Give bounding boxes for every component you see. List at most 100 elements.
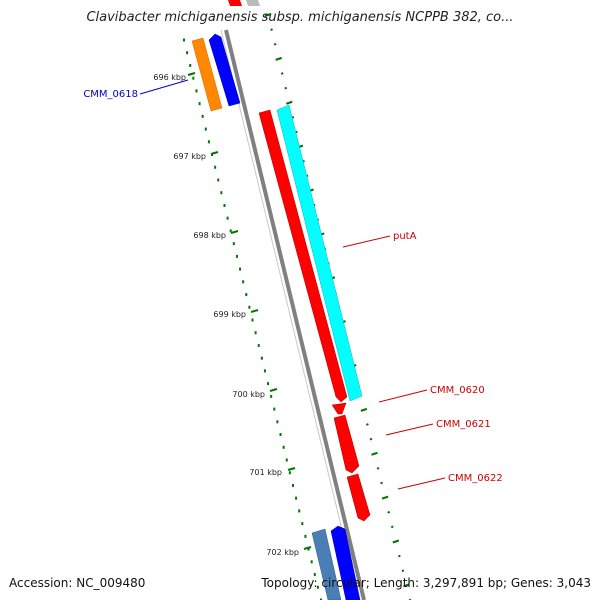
tick-mark [303,546,312,550]
inner-track-dot [195,89,198,93]
gene-partial-top-red [228,0,242,6]
tick-mark [269,388,278,392]
inner-track-dot [248,305,251,309]
inner-track-dot [226,216,229,220]
gene-orange [191,37,223,112]
outer-track-dash [401,569,405,573]
tick-label-699: 699 kbp [213,310,246,319]
label-cmm0618[interactable]: CMM_0618 [83,89,138,100]
inner-track-dot [220,191,223,195]
tick-label-697: 697 kbp [173,152,206,161]
tick-mark [210,151,219,155]
tick-mark [230,230,239,234]
leader-putA [342,235,391,248]
outer-track-dash [275,56,282,61]
gene-blue-cmm0618 [208,33,241,107]
inner-track-dot [242,280,245,284]
outer-track-dash [285,100,293,105]
inner-track-dot [267,382,270,386]
inner-track-dot [201,114,204,118]
inner-track-dot [207,140,210,144]
outer-track-dash [264,13,272,17]
inner-track-dot [295,496,298,500]
inner-track-dot [316,585,319,589]
inner-track-dot [251,318,254,322]
outer-track-dash [381,495,389,500]
outer-track-dash [360,407,368,412]
tick-label-700: 700 kbp [232,390,265,399]
gene-cmm0621 [333,414,360,474]
outer-track-dash [280,72,284,75]
inner-track-dot [223,203,226,207]
outer-track-dash [376,466,380,470]
inner-track-dot [186,51,189,55]
label-cmm0620[interactable]: CMM_0620 [430,385,485,396]
inner-track-dot [214,165,217,169]
leader-cmm0621 [385,423,434,436]
inner-track-dot [260,356,263,360]
inner-track-dot [183,38,185,42]
inner-track-dot [298,509,301,513]
inner-track-dot [239,267,242,271]
inner-track-dot [273,407,276,411]
summary-text: Topology: circular; Length: 3,297,891 bp… [261,576,591,590]
inner-track-dot [320,598,322,600]
inner-track-dot [217,178,220,182]
inner-track-dot [301,522,304,526]
outer-track-dash [387,510,391,514]
genome-backbone [224,29,366,600]
outer-track-dash [284,86,288,90]
inner-track-dot [254,331,257,335]
leader-cmm0618 [139,79,189,95]
inner-track-dot [310,560,313,564]
tick-mark [187,72,196,76]
inner-track-dot [288,471,291,475]
inner-dotted-track [183,38,322,600]
inner-track-dot [204,127,207,131]
outer-track-dash [369,437,373,441]
outer-track-dash [397,554,401,558]
inner-track-dot [257,343,260,347]
inner-track-dot [229,229,232,233]
tick-mark [287,467,296,471]
gene-cyan [276,104,363,402]
inner-track-dot [307,547,310,551]
tick-label-702: 702 kbp [266,548,299,557]
tick-label-696: 696 kbp [153,73,186,82]
inner-track-dot [282,445,285,449]
inner-track-dot [235,254,238,258]
scale-ticks: 696 kbp 697 kbp 698 kbp 699 kbp 700 kbp … [153,72,312,557]
inner-track-dot [285,458,288,462]
outer-track-dash [273,42,277,46]
tick-label-701: 701 kbp [249,468,282,477]
leader-cmm0620 [378,389,428,403]
inner-track-dot [276,420,279,424]
inner-track-dot [189,63,192,67]
label-cmm0621[interactable]: CMM_0621 [436,419,491,430]
inner-track-dot [291,483,294,487]
outer-track-dash [392,539,400,544]
tick-mark [250,309,259,313]
map-title: Clavibacter michiganensis subsp. michiga… [86,10,514,25]
inner-track-dot [198,102,201,106]
accession-text: Accession: NC_009480 [9,576,146,590]
label-cmm0622[interactable]: CMM_0622 [448,473,503,484]
gene-cmm0622 [346,473,371,522]
leader-cmm0622 [397,477,446,490]
outer-track-dash [390,525,394,529]
outer-track-dash [380,481,384,485]
label-putA[interactable]: putA [393,231,417,242]
gene-partial-top-gray [246,0,260,6]
gene-steel-bottom [311,528,342,600]
inner-track-dot [192,76,195,80]
genome-backbone-shadow [220,29,360,600]
inner-track-dot [313,573,316,577]
inner-track-dot [270,394,273,398]
gene-cmm0620 [331,402,347,415]
inner-track-dot [245,293,248,297]
outer-track-dash [371,451,378,456]
inner-track-dot [304,534,307,538]
outer-track-dash [403,583,410,588]
inner-track-dot [232,242,235,246]
